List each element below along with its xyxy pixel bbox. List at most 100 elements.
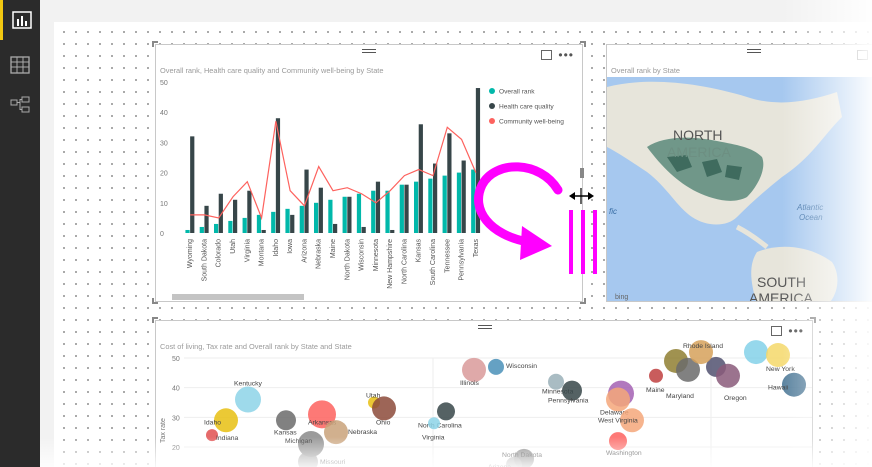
- scatter-label: Pennsylvania: [548, 398, 589, 405]
- scatter-bubble: [214, 408, 238, 433]
- resize-handle-bottom-right[interactable]: [580, 298, 586, 304]
- scatter-bubble: [716, 363, 740, 388]
- relationships-view-button[interactable]: [0, 85, 40, 125]
- scatter-bubble: [462, 357, 486, 382]
- bar-overall-rank: [314, 202, 319, 233]
- bar-overall-rank: [385, 190, 390, 233]
- bar-overall-rank: [342, 196, 347, 233]
- scatter-label: Indiana: [216, 435, 239, 442]
- y-tick-label: 40: [160, 110, 168, 117]
- scatter-label: North Dakota: [502, 452, 542, 459]
- bar-health-care-quality: [290, 214, 295, 233]
- map-label-north-america-2: AMERICA: [667, 144, 731, 160]
- x-tick-label: Texas: [473, 239, 480, 258]
- map-label-atlantic: Atlantic: [796, 203, 823, 212]
- scatter-label: Maryland: [666, 393, 694, 400]
- x-tick-label: Colorado: [216, 239, 223, 268]
- bar-overall-rank: [442, 175, 447, 233]
- resize-handle-top-right[interactable]: [810, 317, 816, 323]
- bar-overall-rank: [228, 220, 233, 233]
- scatter-bubble: [437, 402, 455, 421]
- map-label-south-america-1: SOUTH: [757, 274, 806, 290]
- scatter-chart-visual[interactable]: ••• Cost of living, Tax rate and Overall…: [155, 320, 813, 467]
- bar-chart-icon: [11, 11, 32, 29]
- resize-handle-bottom-left[interactable]: [152, 298, 158, 304]
- x-tick-label: Idaho: [273, 239, 280, 257]
- bar-health-care-quality: [475, 88, 481, 233]
- scatter-bubble: [308, 400, 336, 429]
- x-tick-label: Minnesota: [373, 239, 380, 271]
- bar-health-care-quality: [333, 223, 338, 233]
- scatter-label: Hawaii: [768, 385, 789, 392]
- legend-marker: [489, 88, 495, 94]
- bar-overall-rank: [214, 223, 219, 233]
- scatter-bubble: [324, 420, 348, 445]
- scatter-chart-plot: 20 30 40 50 Tax rate Wisconsin Illinois Kentuck…: [160, 340, 812, 467]
- x-tick-label: Utah: [230, 239, 237, 254]
- bar-health-care-quality: [375, 181, 381, 233]
- bar-overall-rank: [185, 229, 190, 233]
- y-axis-label: Tax rate: [160, 418, 167, 443]
- focus-mode-icon[interactable]: [771, 326, 783, 336]
- report-view-button[interactable]: [0, 0, 40, 40]
- visual-title: Overall rank, Health care quality and Co…: [160, 66, 384, 75]
- scatter-bubble: [276, 410, 296, 431]
- scatter-bubble: [620, 408, 644, 433]
- y-tick-label: 30: [160, 140, 168, 147]
- bar-overall-rank: [399, 184, 404, 233]
- scatter-bubble: [609, 432, 627, 451]
- x-tick-label: New Hampshire: [387, 239, 394, 289]
- bar-overall-rank: [428, 178, 433, 233]
- focus-mode-icon[interactable]: [857, 50, 868, 60]
- data-view-button[interactable]: [0, 45, 40, 85]
- bar-health-care-quality: [418, 124, 423, 233]
- visual-title: Cost of living, Tax rate and Overall ran…: [160, 342, 352, 351]
- more-options-icon[interactable]: •••: [558, 48, 574, 62]
- scatter-label: Oregon: [724, 395, 747, 402]
- map-visual[interactable]: Overall rank by State NORTH AMERICA Atla…: [606, 44, 872, 302]
- x-tick-label: Arizona: [301, 239, 308, 263]
- legend-label: Overall rank: [499, 89, 535, 96]
- scatter-label: Michigan: [285, 438, 312, 445]
- svg-text:Ocean: Ocean: [799, 213, 823, 222]
- x-tick-label: Tennessee: [444, 239, 451, 273]
- scatter-label: Utah: [366, 393, 381, 400]
- scatter-label: West Virginia: [598, 417, 638, 424]
- drag-grip-icon[interactable]: [747, 48, 761, 54]
- resize-handle-right[interactable]: [580, 168, 584, 178]
- resize-handle-top-left[interactable]: [152, 317, 158, 323]
- bar-health-care-quality: [190, 136, 195, 233]
- y-tick-label: 50: [160, 80, 168, 87]
- y-tick-label: 20: [160, 171, 168, 178]
- bar-health-care-quality: [233, 199, 238, 233]
- column-chart-visual[interactable]: ••• Overall rank, Health care quality an…: [155, 44, 583, 302]
- bar-overall-rank: [199, 226, 204, 233]
- bar-health-care-quality: [447, 133, 452, 233]
- drag-grip-icon[interactable]: [362, 48, 376, 54]
- horizontal-scrollbar[interactable]: [172, 294, 304, 300]
- bar-health-care-quality: [390, 229, 395, 233]
- bar-health-care-quality: [404, 184, 409, 233]
- resize-handle-top-left[interactable]: [152, 41, 158, 47]
- scatter-label: Maine: [646, 387, 665, 394]
- scatter-label: Illinois: [460, 380, 479, 387]
- scatter-label: Ohio: [376, 419, 391, 426]
- resize-handle-top-right[interactable]: [580, 41, 586, 47]
- x-tick-label: Montana: [259, 239, 266, 266]
- focus-mode-icon[interactable]: [541, 50, 553, 60]
- scatter-bubble: [488, 358, 504, 375]
- scatter-bubble: [744, 340, 768, 365]
- x-tick-label: Maine: [330, 239, 337, 258]
- scatter-label: Washington: [606, 450, 642, 457]
- scatter-label: North Carolina: [418, 422, 462, 429]
- scatter-bubble: [676, 357, 700, 382]
- scatter-bubble: [562, 380, 582, 401]
- scatter-label: Delaware: [600, 410, 629, 417]
- x-tick-label: Wyoming: [187, 239, 194, 268]
- scatter-bubble: [235, 386, 261, 413]
- drag-grip-icon[interactable]: [478, 324, 492, 330]
- table-icon: [10, 56, 30, 74]
- y-tick-label: 20: [172, 445, 180, 452]
- y-tick-label: 40: [172, 386, 180, 393]
- scatter-label: Wisconsin: [506, 363, 537, 370]
